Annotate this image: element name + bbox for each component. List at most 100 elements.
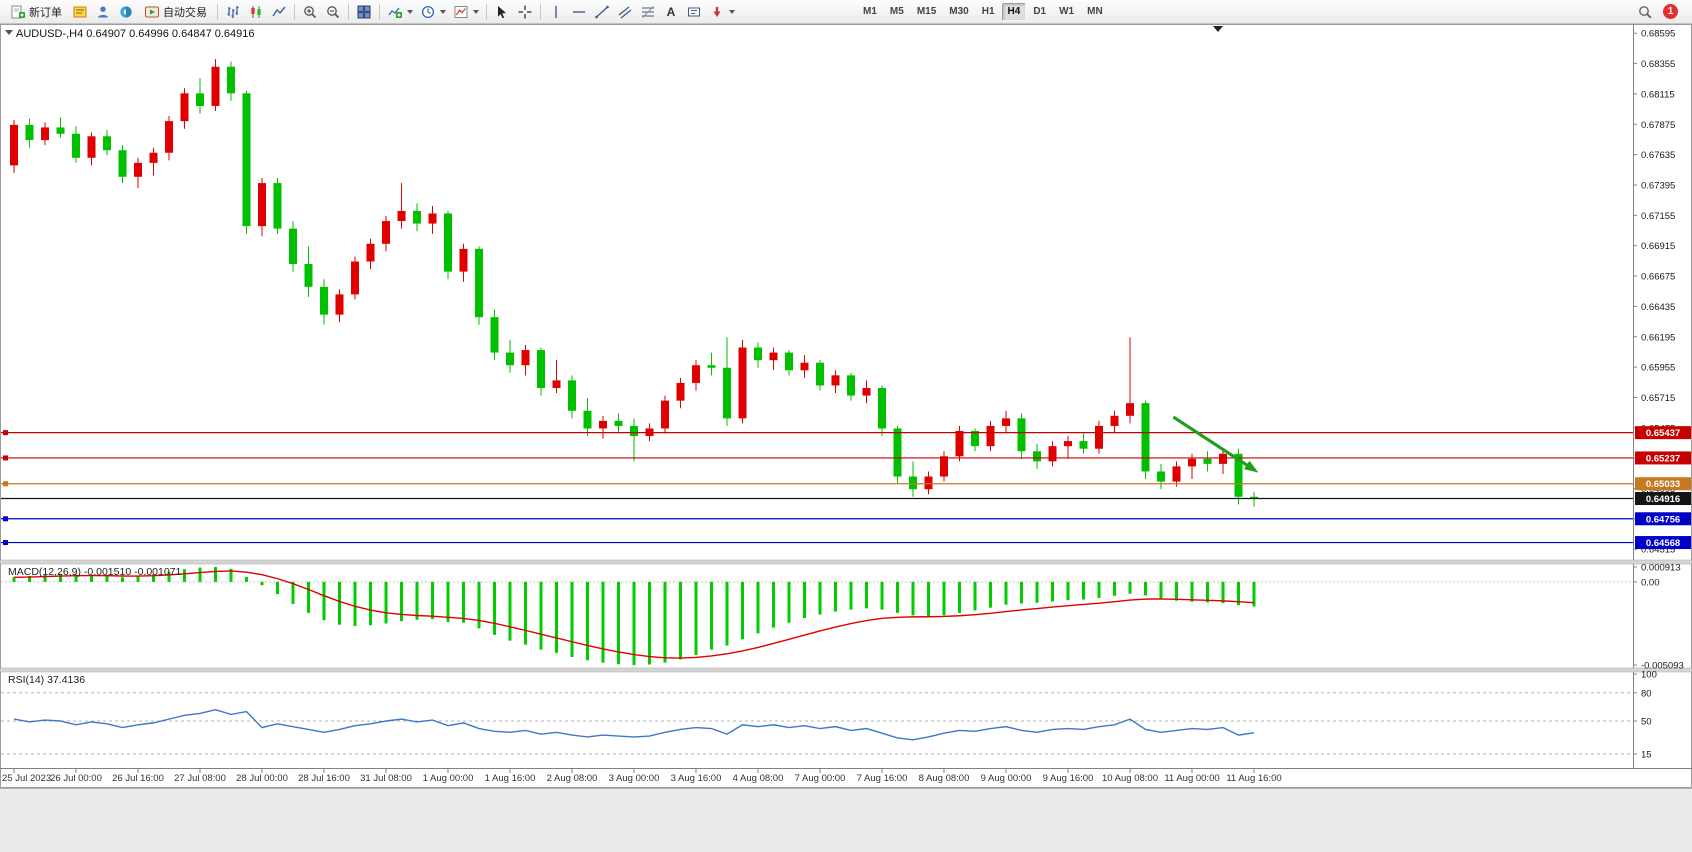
timeframe-mn-button[interactable]: MN bbox=[1081, 3, 1109, 21]
candle bbox=[258, 183, 266, 227]
price-axis-label[interactable]: 0.67875 bbox=[1641, 120, 1675, 131]
auto-trading-button[interactable]: 自动交易 bbox=[138, 2, 213, 22]
timeframe-m1-button[interactable]: M1 bbox=[857, 3, 883, 21]
time-axis-label: 3 Aug 00:00 bbox=[609, 773, 660, 784]
candle bbox=[72, 133, 80, 158]
candle bbox=[335, 294, 344, 315]
vertical-line-tool-button[interactable] bbox=[545, 2, 567, 22]
line-chart-type-button[interactable] bbox=[268, 2, 290, 22]
candlestick-chart-type-button[interactable] bbox=[245, 2, 267, 22]
bar-chart-type-button[interactable] bbox=[222, 2, 244, 22]
zoom-out-button[interactable] bbox=[322, 2, 344, 22]
price-badge-label: 0.64916 bbox=[1646, 494, 1680, 505]
candle bbox=[878, 387, 886, 429]
trendline-tool-button[interactable] bbox=[591, 2, 613, 22]
candle bbox=[1064, 441, 1072, 447]
time-axis-label: 7 Aug 00:00 bbox=[795, 773, 846, 784]
profiles-button[interactable] bbox=[92, 2, 114, 22]
add-indicator-button[interactable] bbox=[384, 2, 416, 22]
price-axis-label[interactable]: 0.68355 bbox=[1641, 59, 1675, 70]
chart-area[interactable]: 0.68595 0.68355 0.68115 0.67875 0.67635 0.673… bbox=[0, 24, 1692, 788]
toolbar-separator bbox=[294, 3, 295, 20]
fibonacci-tool-button[interactable] bbox=[637, 2, 659, 22]
new-order-button[interactable]: 新订单 bbox=[4, 2, 68, 22]
candle bbox=[10, 124, 18, 166]
horizontal-line-tool-button[interactable] bbox=[568, 2, 590, 22]
crosshair-icon bbox=[518, 5, 532, 18]
main-toolbar: 新订单 bbox=[0, 0, 1692, 24]
timeframe-m5-button[interactable]: M5 bbox=[884, 3, 910, 21]
window-bottom-area bbox=[0, 788, 1692, 852]
trend-arrow[interactable] bbox=[1172, 415, 1252, 470]
price-axis-label[interactable]: 0.67395 bbox=[1641, 180, 1675, 191]
macd-axis-label: 0.000913 bbox=[1641, 563, 1681, 574]
time-axis-label: 26 Jul 16:00 bbox=[112, 773, 164, 784]
timeframe-d1-button[interactable]: D1 bbox=[1027, 3, 1052, 21]
candle bbox=[599, 420, 607, 429]
pane-splitter[interactable] bbox=[0, 559, 1692, 565]
candle bbox=[1219, 453, 1227, 464]
price-axis-label[interactable]: 0.65955 bbox=[1641, 363, 1675, 374]
price-axis-label[interactable]: 0.66435 bbox=[1641, 302, 1675, 313]
timeframe-m30-button[interactable]: M30 bbox=[943, 3, 974, 21]
price-axis-label[interactable]: 0.67155 bbox=[1641, 211, 1675, 222]
chart-header: AUDUSD-,H4 0.64907 0.64996 0.64847 0.649… bbox=[16, 28, 255, 40]
price-badge bbox=[1635, 492, 1691, 506]
time-axis-label: 11 Aug 00:00 bbox=[1164, 773, 1219, 784]
candle bbox=[940, 456, 948, 477]
search-button[interactable] bbox=[1634, 2, 1656, 22]
periods-button[interactable] bbox=[417, 2, 449, 22]
arrows-tool-button[interactable] bbox=[706, 2, 738, 22]
price-axis-label[interactable]: 0.68115 bbox=[1641, 89, 1675, 100]
candle bbox=[1048, 446, 1057, 462]
line-handle[interactable] bbox=[3, 481, 8, 487]
price-axis-label[interactable]: 0.65715 bbox=[1641, 393, 1675, 404]
price-axis-label[interactable]: 0.64515 bbox=[1641, 545, 1675, 556]
label-tool-button[interactable] bbox=[683, 2, 705, 22]
market-watch-button[interactable] bbox=[69, 2, 91, 22]
price-axis-label[interactable]: 0.66675 bbox=[1641, 272, 1675, 283]
pane-splitter[interactable] bbox=[0, 667, 1692, 673]
candle bbox=[1234, 453, 1243, 497]
macd-values: -0.001510 -0.001071 bbox=[83, 566, 182, 578]
text-tool-button[interactable]: A bbox=[660, 2, 682, 22]
quick-trade-caret-icon[interactable] bbox=[5, 30, 13, 35]
tile-windows-button[interactable] bbox=[353, 2, 375, 22]
new-order-icon bbox=[11, 5, 25, 18]
price-axis-label[interactable]: 0.67635 bbox=[1641, 150, 1675, 161]
price-axis-label[interactable]: 0.68595 bbox=[1641, 29, 1675, 40]
line-handle[interactable] bbox=[3, 430, 8, 436]
trend-arrow-head bbox=[1243, 460, 1259, 473]
candle bbox=[537, 350, 545, 388]
price-axis-label[interactable]: 0.66915 bbox=[1641, 241, 1675, 252]
timeframe-h1-button[interactable]: H1 bbox=[976, 3, 1001, 21]
templates-button[interactable] bbox=[450, 2, 482, 22]
timeframe-h4-button[interactable]: H4 bbox=[1001, 2, 1027, 21]
candle bbox=[754, 347, 762, 361]
candle bbox=[707, 365, 716, 368]
timeframe-m15-button[interactable]: M15 bbox=[911, 3, 942, 21]
time-axis-label: 11 Aug 16:00 bbox=[1226, 773, 1281, 784]
candle bbox=[444, 213, 452, 272]
auto-trading-icon bbox=[145, 6, 159, 17]
rsi-axis-label: 100 bbox=[1641, 670, 1657, 681]
time-axis-label: 8 Aug 08:00 bbox=[919, 773, 970, 784]
line-handle[interactable] bbox=[3, 516, 8, 522]
community-button[interactable] bbox=[115, 2, 137, 22]
line-handle[interactable] bbox=[3, 540, 8, 546]
candle bbox=[475, 248, 483, 318]
channel-tool-button[interactable] bbox=[614, 2, 636, 22]
candle bbox=[862, 387, 871, 396]
notification-badge[interactable]: 1 bbox=[1663, 4, 1678, 19]
time-axis-label: 2 Aug 08:00 bbox=[547, 773, 598, 784]
price-axis-label[interactable]: 0.66195 bbox=[1641, 332, 1675, 343]
price-badge-label: 0.65437 bbox=[1646, 428, 1680, 439]
cursor-tool-button[interactable] bbox=[491, 2, 513, 22]
crosshair-tool-button[interactable] bbox=[514, 2, 536, 22]
candle bbox=[893, 428, 902, 477]
line-handle[interactable] bbox=[3, 455, 8, 461]
zoom-in-button[interactable] bbox=[299, 2, 321, 22]
timeframe-w1-button[interactable]: W1 bbox=[1053, 3, 1080, 21]
macd-title: MACD(12,26,9) bbox=[8, 566, 81, 578]
